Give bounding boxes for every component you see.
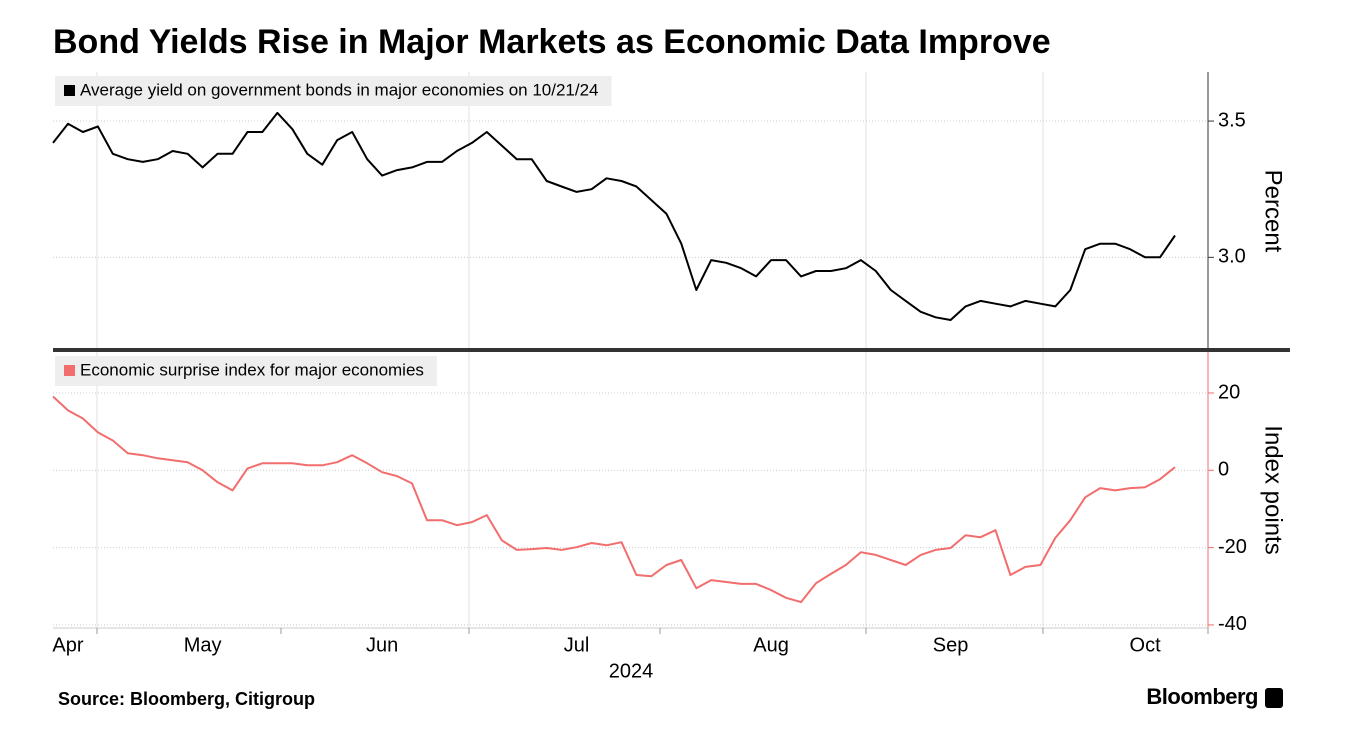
- y-axis-label: Percent: [1260, 170, 1287, 253]
- x-tick-label: Jul: [564, 634, 590, 656]
- legend-swatch: [64, 85, 75, 96]
- chart-title: Bond Yields Rise in Major Markets as Eco…: [53, 23, 1051, 61]
- x-tick-label: May: [184, 634, 222, 656]
- y-tick-label: 3.5: [1218, 109, 1246, 131]
- x-tick-label: Apr: [52, 634, 83, 656]
- series-line: [52, 395, 1176, 604]
- x-tick-label: Sep: [933, 634, 969, 656]
- source: Source: Bloomberg, Citigroup: [58, 689, 315, 709]
- y-axis-label: Index points: [1260, 425, 1287, 554]
- x-tick-label: Aug: [753, 634, 789, 656]
- legend-box: [55, 76, 612, 106]
- y-tick-label: 20: [1218, 381, 1240, 403]
- series-line: [52, 111, 1176, 321]
- legend-label: Economic surprise index for major econom…: [80, 360, 424, 379]
- brand-icon: [1265, 688, 1283, 708]
- x-tick-label: Oct: [1130, 634, 1162, 656]
- y-tick-label: 0: [1218, 459, 1229, 481]
- legend-box: [55, 356, 437, 386]
- y-tick-label: -20: [1218, 536, 1247, 558]
- x-axis-label: 2024: [609, 660, 654, 682]
- legend-swatch: [64, 365, 75, 376]
- y-tick-label: 3.0: [1218, 246, 1246, 268]
- x-tick-label: Jun: [366, 634, 398, 656]
- legend-label: Average yield on government bonds in maj…: [80, 80, 599, 99]
- brand: Bloomberg: [1146, 684, 1258, 709]
- y-tick-label: -40: [1218, 613, 1247, 635]
